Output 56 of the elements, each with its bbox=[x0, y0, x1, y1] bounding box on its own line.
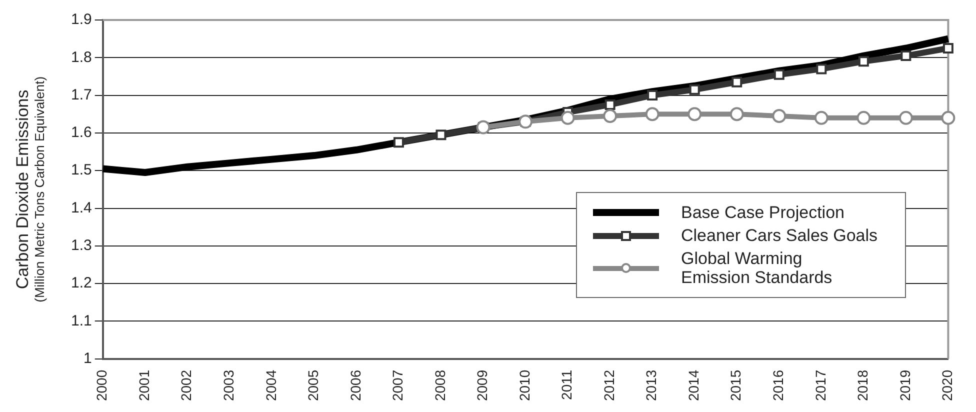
x-tick-label: 2003 bbox=[220, 370, 237, 402]
y-tick-label: 1.4 bbox=[70, 199, 92, 216]
x-tick-label: 2010 bbox=[516, 370, 532, 402]
x-tick-label: 2008 bbox=[432, 370, 448, 402]
point bbox=[393, 137, 404, 148]
point bbox=[688, 107, 702, 122]
point bbox=[816, 64, 827, 74]
x-tick-label: 2016 bbox=[770, 370, 786, 402]
point bbox=[942, 42, 954, 54]
point bbox=[900, 50, 912, 62]
point bbox=[730, 107, 744, 122]
point bbox=[941, 110, 956, 125]
y-tick-label: 1.3 bbox=[70, 237, 92, 254]
point bbox=[772, 109, 786, 124]
point bbox=[689, 84, 700, 95]
x-tick-label: 2005 bbox=[305, 370, 322, 402]
y-tick-label: 1.7 bbox=[70, 86, 92, 104]
x-tick-label: 2019 bbox=[896, 370, 913, 402]
point bbox=[856, 110, 871, 125]
legend-label: Global Warming Emission Standards bbox=[681, 249, 832, 287]
y-tick-label: 1.9 bbox=[70, 11, 92, 28]
x-tick-label: 2004 bbox=[262, 370, 279, 402]
x-tick-label: 2009 bbox=[474, 370, 490, 402]
y-tick-label: 1.5 bbox=[70, 162, 92, 179]
x-tick-label: 2014 bbox=[685, 370, 702, 402]
x-tick-label: 2011 bbox=[558, 370, 575, 400]
legend-label: Cleaner Cars Sales Goals bbox=[681, 226, 878, 245]
point bbox=[774, 69, 784, 80]
x-tick-label: 2002 bbox=[178, 370, 194, 402]
x-tick-label: 2015 bbox=[728, 370, 744, 402]
point bbox=[560, 110, 575, 125]
x-tick-label: 2017 bbox=[812, 370, 828, 402]
point bbox=[898, 110, 913, 125]
x-tick-label: 2013 bbox=[643, 370, 660, 402]
legend-label: Base Case Projection bbox=[681, 203, 844, 222]
x-tick-label: 2000 bbox=[94, 370, 110, 402]
y-tick-label: 1.8 bbox=[70, 48, 92, 66]
y-axis-title: Carbon Dioxide Emissions (Million Metric Tons Carbon Equivalent) bbox=[13, 76, 47, 302]
y-tick-label: 1.2 bbox=[70, 274, 92, 292]
x-tick-label: 2006 bbox=[347, 370, 364, 402]
x-tick-label: 2001 bbox=[136, 370, 152, 402]
x-tick-label: 2007 bbox=[390, 370, 406, 402]
point bbox=[603, 109, 618, 124]
point bbox=[647, 90, 658, 101]
point bbox=[436, 130, 446, 140]
x-tick-label: 2020 bbox=[939, 370, 956, 402]
y-tick-label: 1 bbox=[84, 350, 92, 367]
point bbox=[732, 76, 742, 88]
y-tick-label: 1.6 bbox=[70, 124, 92, 142]
x-tick-label: 2012 bbox=[600, 370, 617, 402]
point bbox=[604, 99, 616, 110]
point bbox=[814, 110, 828, 125]
point bbox=[858, 56, 869, 67]
x-tick-label: 2018 bbox=[854, 370, 871, 402]
y-tick-label: 1.1 bbox=[70, 312, 92, 330]
point bbox=[645, 107, 660, 122]
